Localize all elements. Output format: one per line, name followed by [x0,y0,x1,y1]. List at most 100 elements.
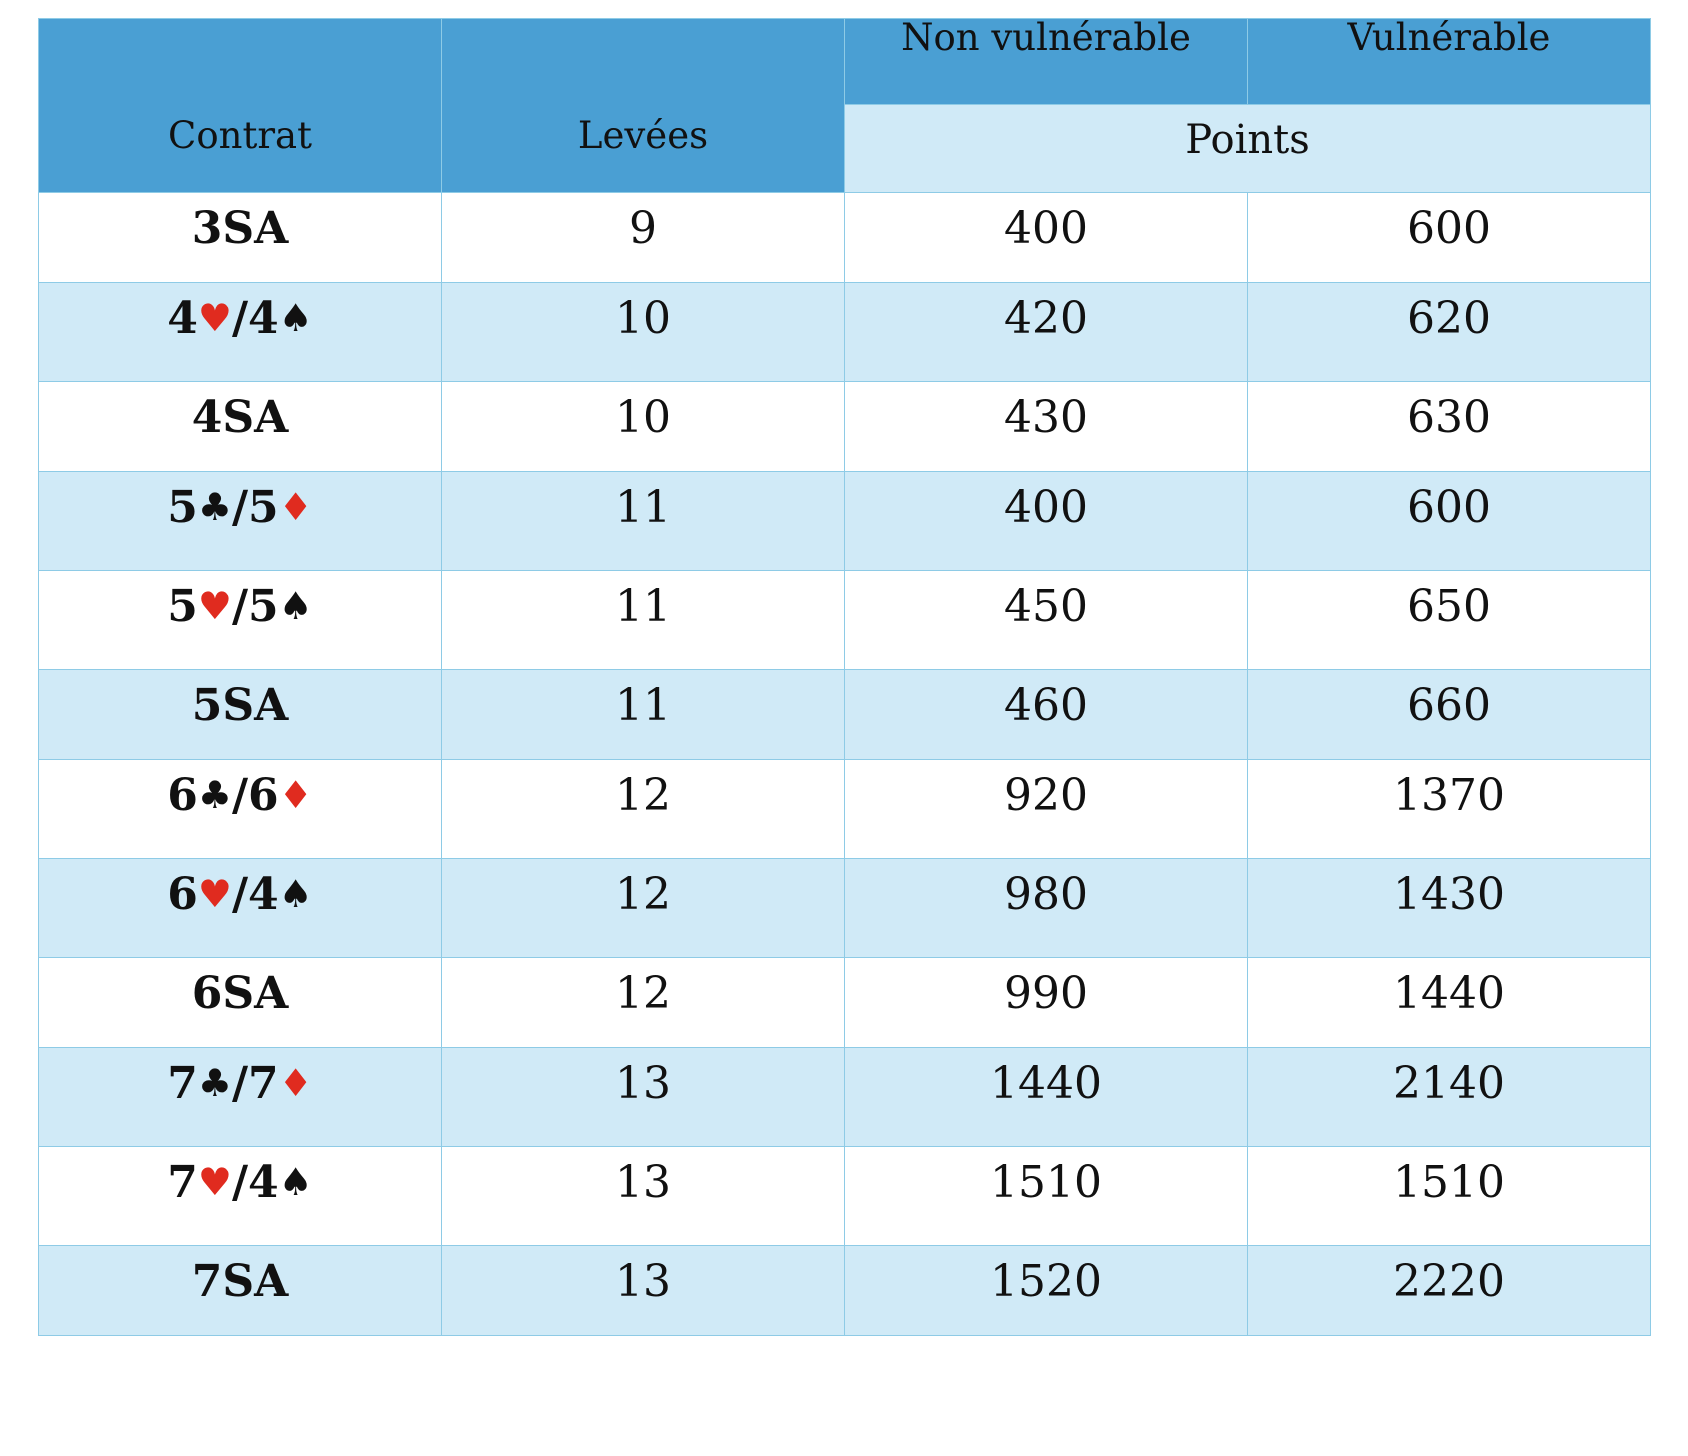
spade-icon: ♠ [278,584,313,628]
contract-cell: 3SA [38,192,442,283]
contract-text: 7 [167,1058,198,1109]
contract-cell: 5SA [38,669,442,760]
contract-cell: 7♣/7♦ [38,1047,442,1147]
spade-icon: ♠ [278,296,313,340]
club-icon: ♣ [197,773,232,817]
non-vulnerable-points-cell: 430 [844,381,1248,472]
contract-text: 5 [167,482,198,533]
table-row: 6♥/4♠ 12 980 1430 [38,858,1651,958]
contract-cell: 6♥/4♠ [38,858,442,958]
contract-cell: 4♥/4♠ [38,282,442,382]
contract-text: 6SA [191,968,289,1019]
table-row: 5SA 11 460 660 [38,669,1651,760]
contract-text: 7 [167,1157,198,1208]
table-row: 4♥/4♠ 10 420 620 [38,282,1651,382]
vulnerable-points-cell: 2220 [1247,1245,1651,1336]
contract-text: /4 [231,869,279,920]
vulnerable-points-cell: 600 [1247,471,1651,571]
club-icon: ♣ [197,485,232,529]
table-row: 7♥/4♠ 13 1510 1510 [38,1146,1651,1246]
club-icon: ♣ [197,1061,232,1105]
tricks-cell: 12 [441,858,845,958]
tricks-cell: 13 [441,1146,845,1246]
contract-cell: 5♣/5♦ [38,471,442,571]
vulnerable-points-cell: 1370 [1247,759,1651,859]
table-row: 7♣/7♦ 13 1440 2140 [38,1047,1651,1147]
contract-text: /4 [231,1157,279,1208]
column-header-non-vulnerable: Non vulnérable [844,18,1248,105]
tricks-cell: 11 [441,669,845,760]
non-vulnerable-points-cell: 450 [844,570,1248,670]
vulnerable-points-cell: 1440 [1247,957,1651,1048]
contract-text: 6 [167,869,198,920]
contract-cell: 6♣/6♦ [38,759,442,859]
table-row: 6♣/6♦ 12 920 1370 [38,759,1651,859]
contract-text: 3SA [191,203,289,254]
contract-text: 4 [167,293,198,344]
non-vulnerable-points-cell: 920 [844,759,1248,859]
contract-cell: 7SA [38,1245,442,1336]
non-vulnerable-points-cell: 400 [844,471,1248,571]
table-row: 3SA 9 400 600 [38,192,1651,283]
tricks-cell: 11 [441,471,845,571]
tricks-cell: 10 [441,381,845,472]
contract-text: /4 [231,293,279,344]
heart-icon: ♥ [197,872,232,916]
contract-text: 5SA [191,680,289,731]
tricks-cell: 13 [441,1245,845,1336]
contract-cell: 5♥/5♠ [38,570,442,670]
non-vulnerable-points-cell: 400 [844,192,1248,283]
table-row: 5♥/5♠ 11 450 650 [38,570,1651,670]
non-vulnerable-points-cell: 980 [844,858,1248,958]
heart-icon: ♥ [197,584,232,628]
vulnerable-points-cell: 650 [1247,570,1651,670]
header-row-bottom: Points [39,104,1651,193]
column-header-points: Points [844,104,1651,193]
tricks-cell: 13 [441,1047,845,1147]
score-table: Contrat Levées Non vulnérable Vulnérable… [38,18,1651,1336]
non-vulnerable-points-cell: 420 [844,282,1248,382]
heart-icon: ♥ [197,296,232,340]
column-header-levees: Levées [441,18,845,193]
vulnerable-points-cell: 1430 [1247,858,1651,958]
tricks-cell: 12 [441,759,845,859]
non-vulnerable-points-cell: 990 [844,957,1248,1048]
non-vulnerable-points-cell: 1510 [844,1146,1248,1246]
contract-text: 4SA [191,392,289,443]
vulnerable-points-cell: 630 [1247,381,1651,472]
contract-text: /5 [231,482,279,533]
spade-icon: ♠ [278,1160,313,1204]
non-vulnerable-points-cell: 1520 [844,1245,1248,1336]
non-vulnerable-points-cell: 1440 [844,1047,1248,1147]
diamond-icon: ♦ [278,773,313,817]
tricks-cell: 9 [441,192,845,283]
heart-icon: ♥ [197,1160,232,1204]
column-header-contrat: Contrat [38,18,442,193]
vulnerable-points-cell: 2140 [1247,1047,1651,1147]
table-row: 5♣/5♦ 11 400 600 [38,471,1651,571]
contract-text: 5 [167,581,198,632]
contract-text: 6 [167,770,198,821]
contract-text: /5 [231,581,279,632]
contract-text: 7SA [191,1256,289,1307]
diamond-icon: ♦ [278,485,313,529]
tricks-cell: 10 [441,282,845,382]
tricks-cell: 12 [441,957,845,1048]
contract-text: /7 [231,1058,279,1109]
contract-cell: 6SA [38,957,442,1048]
vulnerable-points-cell: 1510 [1247,1146,1651,1246]
table-row: 4SA 10 430 630 [38,381,1651,472]
non-vulnerable-points-cell: 460 [844,669,1248,760]
column-header-vulnerable: Vulnérable [1247,18,1651,105]
header-row-top: Contrat Levées Non vulnérable Vulnérable [38,18,1651,193]
tricks-cell: 11 [441,570,845,670]
contract-cell: 4SA [38,381,442,472]
vulnerable-points-cell: 660 [1247,669,1651,760]
contract-cell: 7♥/4♠ [38,1146,442,1246]
spade-icon: ♠ [278,872,313,916]
diamond-icon: ♦ [278,1061,313,1105]
table-row: 7SA 13 1520 2220 [38,1245,1651,1336]
vulnerable-points-cell: 620 [1247,282,1651,382]
table-body: 3SA 9 400 600 4♥/4♠ 10 420 620 4SA 10 430 630 5♣/5♦ 1… [38,192,1651,1336]
contract-text: /6 [231,770,279,821]
